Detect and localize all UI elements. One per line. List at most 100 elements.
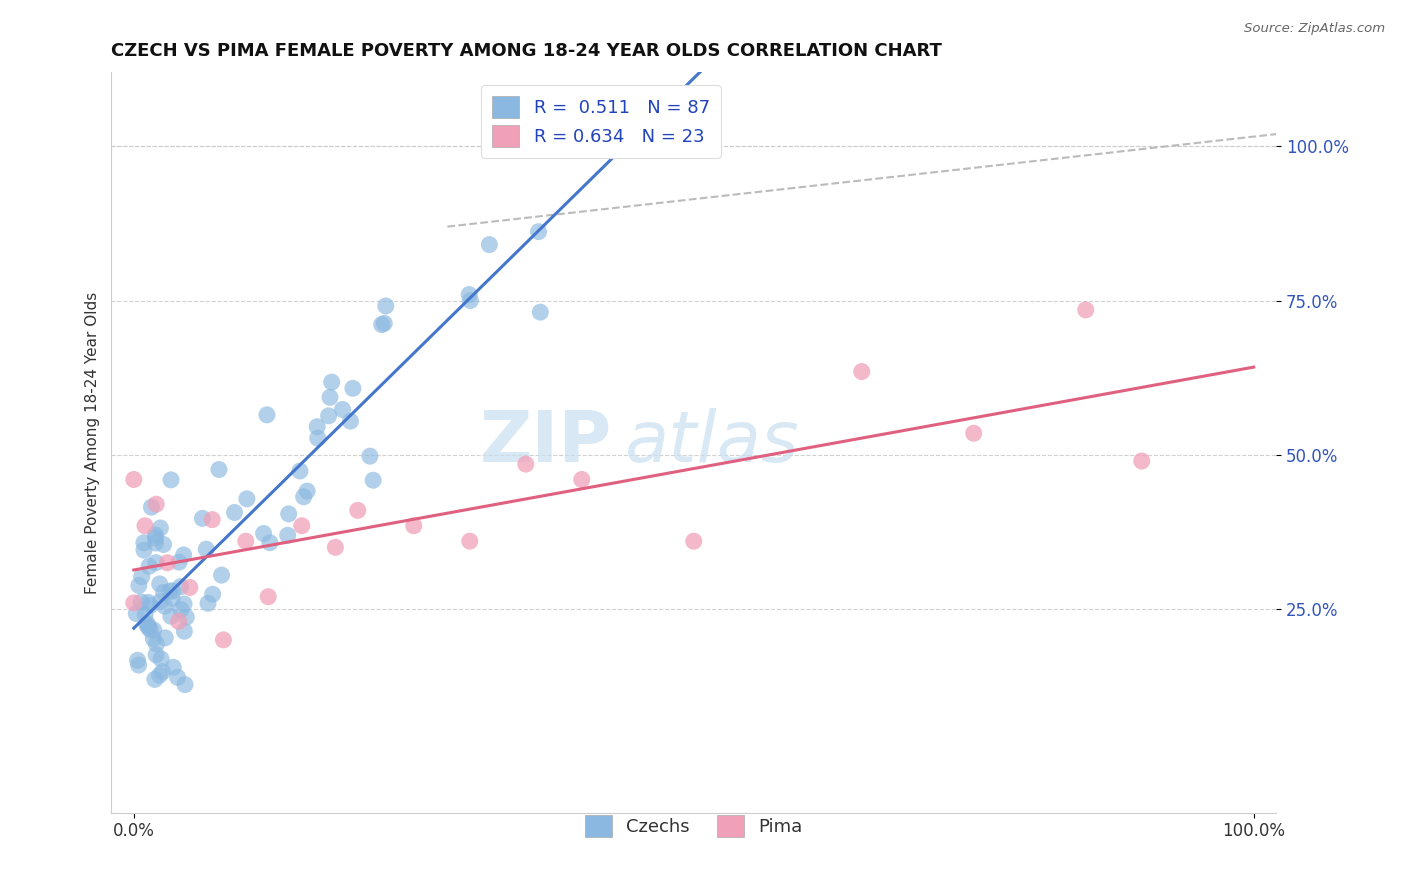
Point xyxy=(224,506,246,520)
Point xyxy=(292,490,315,504)
Point xyxy=(142,632,165,646)
Text: atlas: atlas xyxy=(624,408,799,477)
Point xyxy=(257,590,280,604)
Point xyxy=(122,596,145,610)
Point xyxy=(529,305,551,319)
Point xyxy=(295,484,318,499)
Point xyxy=(235,534,257,549)
Text: CZECH VS PIMA FEMALE POVERTY AMONG 18-24 YEAR OLDS CORRELATION CHART: CZECH VS PIMA FEMALE POVERTY AMONG 18-24… xyxy=(111,42,942,60)
Point xyxy=(458,534,481,549)
Point xyxy=(138,595,160,609)
Point xyxy=(167,615,190,629)
Point xyxy=(143,673,166,687)
Point xyxy=(174,678,197,692)
Point xyxy=(201,587,224,601)
Point xyxy=(173,548,195,562)
Point xyxy=(152,585,174,599)
Point xyxy=(307,431,329,445)
Point xyxy=(159,584,181,599)
Point xyxy=(458,287,481,301)
Point xyxy=(136,616,159,631)
Point xyxy=(527,225,550,239)
Point xyxy=(166,670,188,684)
Point xyxy=(1074,302,1097,317)
Point xyxy=(515,457,537,471)
Point xyxy=(277,507,299,521)
Point xyxy=(195,542,218,557)
Point xyxy=(128,658,150,673)
Point xyxy=(167,555,190,569)
Point xyxy=(139,599,162,613)
Point xyxy=(179,581,201,595)
Point xyxy=(127,653,149,667)
Point xyxy=(211,568,233,582)
Point xyxy=(197,596,219,610)
Point xyxy=(359,449,381,463)
Point xyxy=(136,618,159,632)
Point xyxy=(603,128,626,142)
Point xyxy=(145,536,167,550)
Point xyxy=(162,583,184,598)
Point xyxy=(155,631,177,645)
Point xyxy=(460,293,482,308)
Point xyxy=(252,526,274,541)
Point xyxy=(139,623,162,637)
Point xyxy=(148,668,170,682)
Text: ZIP: ZIP xyxy=(479,408,612,477)
Point xyxy=(402,518,425,533)
Point xyxy=(149,577,172,591)
Y-axis label: Female Poverty Among 18-24 Year Olds: Female Poverty Among 18-24 Year Olds xyxy=(86,292,100,593)
Point xyxy=(176,610,198,624)
Point xyxy=(361,473,384,487)
Point xyxy=(138,621,160,635)
Point xyxy=(152,665,174,679)
Point xyxy=(145,556,167,570)
Point xyxy=(145,648,167,662)
Point xyxy=(145,528,167,542)
Point xyxy=(307,419,329,434)
Point xyxy=(134,518,156,533)
Point xyxy=(339,414,361,428)
Point xyxy=(145,637,167,651)
Point xyxy=(191,511,214,525)
Point xyxy=(156,556,179,570)
Point xyxy=(319,390,342,404)
Point xyxy=(162,660,184,674)
Point xyxy=(173,597,195,611)
Point xyxy=(169,580,191,594)
Point xyxy=(131,570,153,584)
Point xyxy=(571,473,593,487)
Point xyxy=(236,491,259,506)
Point xyxy=(256,408,278,422)
Point xyxy=(160,591,183,606)
Point xyxy=(150,652,173,666)
Point xyxy=(332,402,354,417)
Point xyxy=(145,497,167,511)
Point xyxy=(170,602,193,616)
Point xyxy=(160,473,183,487)
Point xyxy=(131,595,153,609)
Point xyxy=(152,537,174,551)
Point xyxy=(132,543,155,558)
Point xyxy=(132,535,155,549)
Point xyxy=(963,426,986,441)
Point xyxy=(318,409,340,423)
Point xyxy=(374,299,396,313)
Point xyxy=(122,473,145,487)
Point xyxy=(373,316,395,330)
Point xyxy=(325,541,347,555)
Point xyxy=(201,513,224,527)
Point xyxy=(128,578,150,592)
Point xyxy=(138,559,160,574)
Legend: Czechs, Pima: Czechs, Pima xyxy=(578,808,810,844)
Point xyxy=(851,365,873,379)
Point xyxy=(682,534,704,549)
Point xyxy=(370,318,392,332)
Point xyxy=(173,624,195,639)
Point xyxy=(259,535,281,549)
Point xyxy=(291,518,314,533)
Point xyxy=(277,528,299,542)
Point xyxy=(149,521,172,535)
Point xyxy=(346,503,368,517)
Point xyxy=(288,464,311,478)
